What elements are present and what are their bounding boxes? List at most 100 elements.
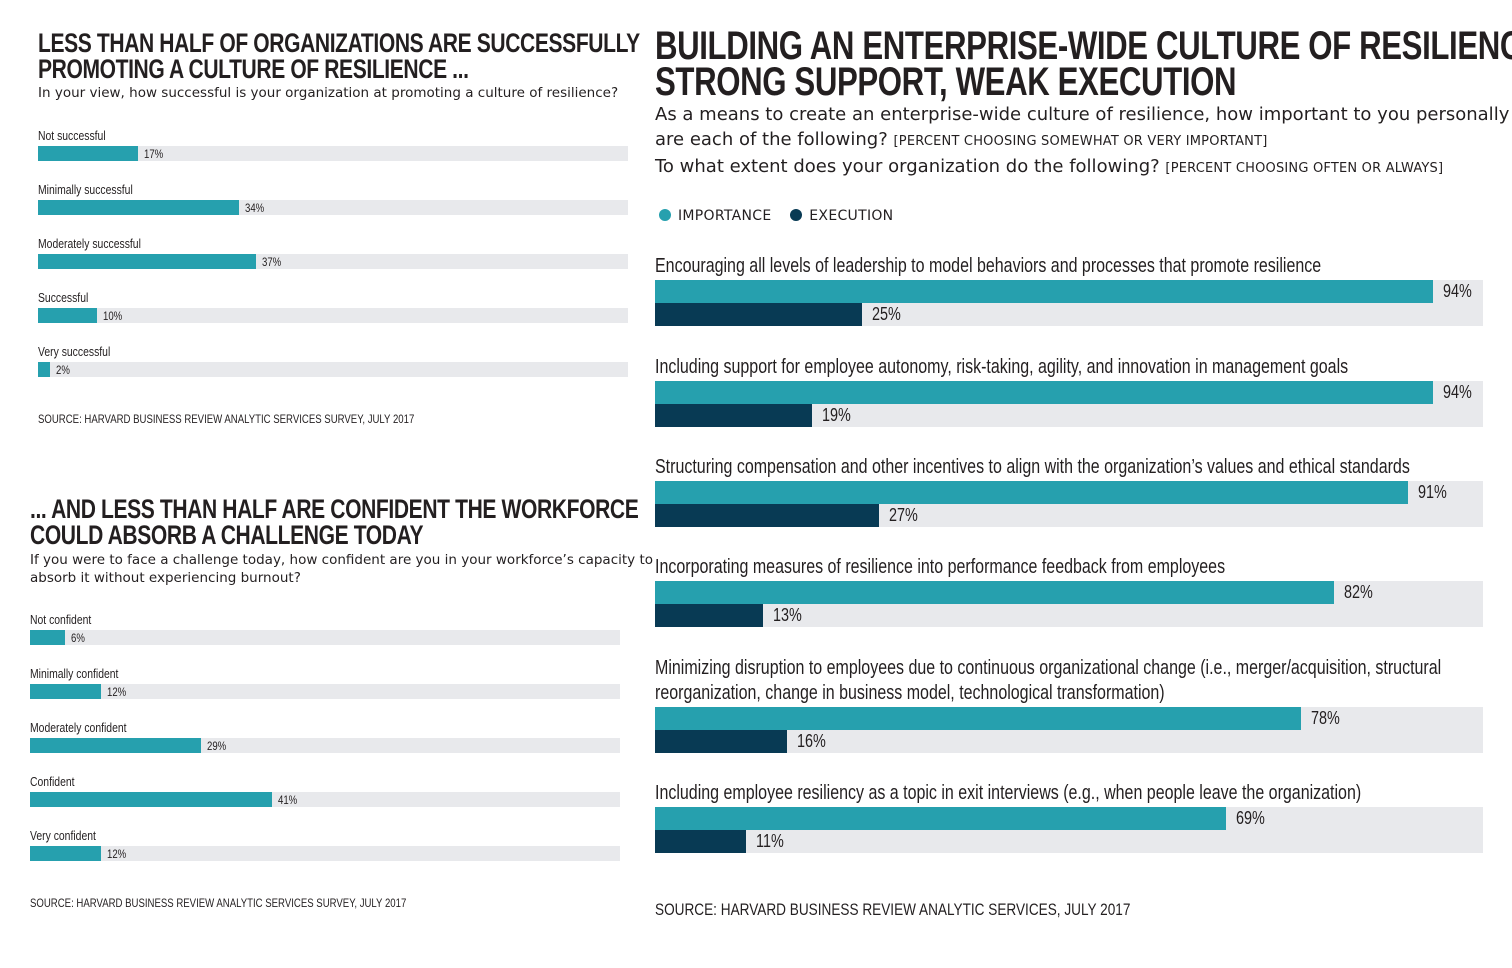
execution-value-label: 13% bbox=[773, 605, 802, 625]
confidence-bar-track bbox=[30, 630, 620, 645]
success-bar-track bbox=[38, 146, 628, 161]
chart-culture-title-line-2: STRONG SUPPORT, WEAK EXECUTION bbox=[655, 60, 1237, 104]
chart-confidence-title: ... AND LESS THAN HALF ARE CONFIDENT THE… bbox=[30, 494, 810, 550]
chart-success-title: LESS THAN HALF OF ORGANIZATIONS ARE SUCC… bbox=[38, 28, 810, 84]
importance-value-label: 82% bbox=[1344, 582, 1373, 602]
importance-value-label: 94% bbox=[1443, 281, 1472, 301]
chart-success-source: SOURCE: HARVARD BUSINESS REVIEW ANALYTIC… bbox=[38, 412, 415, 426]
execution-value-label: 25% bbox=[872, 304, 901, 324]
success-bar bbox=[38, 200, 239, 215]
question-2-note: [PERCENT CHOOSING OFTEN OR ALWAYS] bbox=[1165, 161, 1444, 176]
chart-culture-panel: BUILDING AN ENTERPRISE-WIDE CULTURE OF R… bbox=[655, 26, 1512, 928]
chart-confidence-subtitle: If you were to face a challenge today, h… bbox=[30, 551, 653, 587]
importance-value-label: 94% bbox=[1443, 382, 1472, 402]
success-bar-track bbox=[38, 308, 628, 323]
chart-success-panel: LESS THAN HALF OF ORGANIZATIONS ARE SUCC… bbox=[38, 30, 640, 430]
legend-execution-label: EXECUTION bbox=[809, 208, 894, 224]
confidence-value-label: 12% bbox=[107, 685, 127, 699]
legend-importance-label: IMPORTANCE bbox=[678, 208, 772, 224]
confidence-bar-track bbox=[30, 738, 620, 753]
success-category-label: Moderately successful bbox=[38, 236, 141, 251]
importance-bar bbox=[655, 481, 1408, 504]
question-1-note: [PERCENT CHOOSING SOMEWHAT OR VERY IMPOR… bbox=[893, 134, 1268, 149]
chart-success-subtitle: In your view, how successful is your org… bbox=[38, 85, 619, 101]
success-category-label: Successful bbox=[38, 290, 89, 305]
confidence-category-label: Not confident bbox=[30, 612, 92, 627]
item-label: Incorporating measures of resilience int… bbox=[655, 556, 1226, 578]
confidence-bar-track bbox=[30, 792, 620, 807]
success-bar bbox=[38, 146, 138, 161]
item-label: Including support for employee autonomy,… bbox=[655, 356, 1349, 378]
success-bar bbox=[38, 362, 50, 377]
confidence-category-label: Confident bbox=[30, 774, 75, 789]
importance-bar bbox=[655, 807, 1226, 830]
chart-culture-legend: IMPORTANCE EXECUTION bbox=[659, 208, 893, 224]
confidence-category-label: Minimally confident bbox=[30, 666, 119, 681]
importance-value-label: 69% bbox=[1236, 808, 1265, 828]
confidence-bar-track bbox=[30, 846, 620, 861]
question-2: To what extent does your organization do… bbox=[655, 156, 1160, 177]
success-value-label: 2% bbox=[56, 363, 70, 377]
item-bar-track bbox=[655, 280, 1483, 326]
confidence-bar-track bbox=[30, 684, 620, 699]
legend-importance: IMPORTANCE bbox=[659, 208, 772, 224]
confidence-value-label: 6% bbox=[71, 631, 85, 645]
confidence-value-label: 41% bbox=[278, 793, 298, 807]
confidence-bar bbox=[30, 792, 272, 807]
item-bar-track bbox=[655, 707, 1483, 753]
chart-confidence-title-line-2: COULD ABSORB A CHALLENGE TODAY bbox=[30, 520, 424, 550]
confidence-bar bbox=[30, 738, 201, 753]
chart-success-title-line-1: LESS THAN HALF OF ORGANIZATIONS ARE SUCC… bbox=[38, 28, 640, 58]
confidence-bar bbox=[30, 684, 101, 699]
chart-confidence-subtitle-line-2: absorb it without experiencing burnout? bbox=[30, 570, 301, 586]
importance-value-label: 78% bbox=[1311, 708, 1340, 728]
legend-importance-swatch bbox=[659, 209, 671, 221]
success-bar-track bbox=[38, 254, 628, 269]
importance-bar bbox=[655, 381, 1433, 404]
item-label: Structuring compensation and other incen… bbox=[655, 456, 1410, 478]
legend-execution: EXECUTION bbox=[790, 208, 893, 224]
chart-success-title-line-2: PROMOTING A CULTURE OF RESILIENCE ... bbox=[38, 54, 469, 84]
importance-bar bbox=[655, 707, 1301, 730]
chart-confidence-panel: ... AND LESS THAN HALF ARE CONFIDENT THE… bbox=[30, 496, 653, 916]
execution-bar bbox=[655, 604, 763, 627]
item-bar-track bbox=[655, 481, 1483, 527]
execution-value-label: 16% bbox=[797, 731, 826, 751]
execution-bar bbox=[655, 504, 879, 527]
question-1-line-2: are each of the following? bbox=[655, 129, 888, 150]
execution-bar bbox=[655, 730, 787, 753]
legend-execution-swatch bbox=[790, 209, 803, 221]
importance-value-label: 91% bbox=[1418, 482, 1447, 502]
chart-culture-title-line-1: BUILDING AN ENTERPRISE-WIDE CULTURE OF R… bbox=[655, 24, 1512, 68]
success-category-label: Very successful bbox=[38, 344, 111, 359]
chart-confidence-title-line-1: ... AND LESS THAN HALF ARE CONFIDENT THE… bbox=[30, 494, 639, 524]
confidence-category-label: Moderately confident bbox=[30, 720, 127, 735]
success-bar-track bbox=[38, 200, 628, 215]
confidence-category-label: Very confident bbox=[30, 828, 96, 843]
execution-value-label: 19% bbox=[822, 405, 851, 425]
execution-bar bbox=[655, 830, 746, 853]
success-value-label: 37% bbox=[262, 255, 282, 269]
execution-bar bbox=[655, 404, 812, 427]
chart-culture-source: SOURCE: HARVARD BUSINESS REVIEW ANALYTIC… bbox=[655, 900, 1131, 919]
chart-culture-title: BUILDING AN ENTERPRISE-WIDE CULTURE OF R… bbox=[655, 24, 1512, 104]
item-bar-track bbox=[655, 381, 1483, 427]
success-bar-track bbox=[38, 362, 628, 377]
question-1-line-1: As a means to create an enterprise-wide … bbox=[655, 104, 1510, 125]
confidence-bar bbox=[30, 630, 65, 645]
success-bar bbox=[38, 254, 256, 269]
success-value-label: 10% bbox=[103, 309, 123, 323]
importance-bar bbox=[655, 280, 1433, 303]
chart-culture-questions: As a means to create an enterprise-wide … bbox=[655, 102, 1509, 181]
success-value-label: 34% bbox=[245, 201, 265, 215]
item-label: Including employee resiliency as a topic… bbox=[655, 782, 1362, 804]
item-bar-track bbox=[655, 581, 1483, 627]
confidence-value-label: 29% bbox=[207, 739, 227, 753]
success-value-label: 17% bbox=[144, 147, 164, 161]
execution-value-label: 11% bbox=[756, 831, 784, 851]
success-category-label: Minimally successful bbox=[38, 182, 133, 197]
execution-value-label: 27% bbox=[889, 505, 918, 525]
confidence-value-label: 12% bbox=[107, 847, 127, 861]
importance-bar bbox=[655, 581, 1334, 604]
success-bar bbox=[38, 308, 97, 323]
